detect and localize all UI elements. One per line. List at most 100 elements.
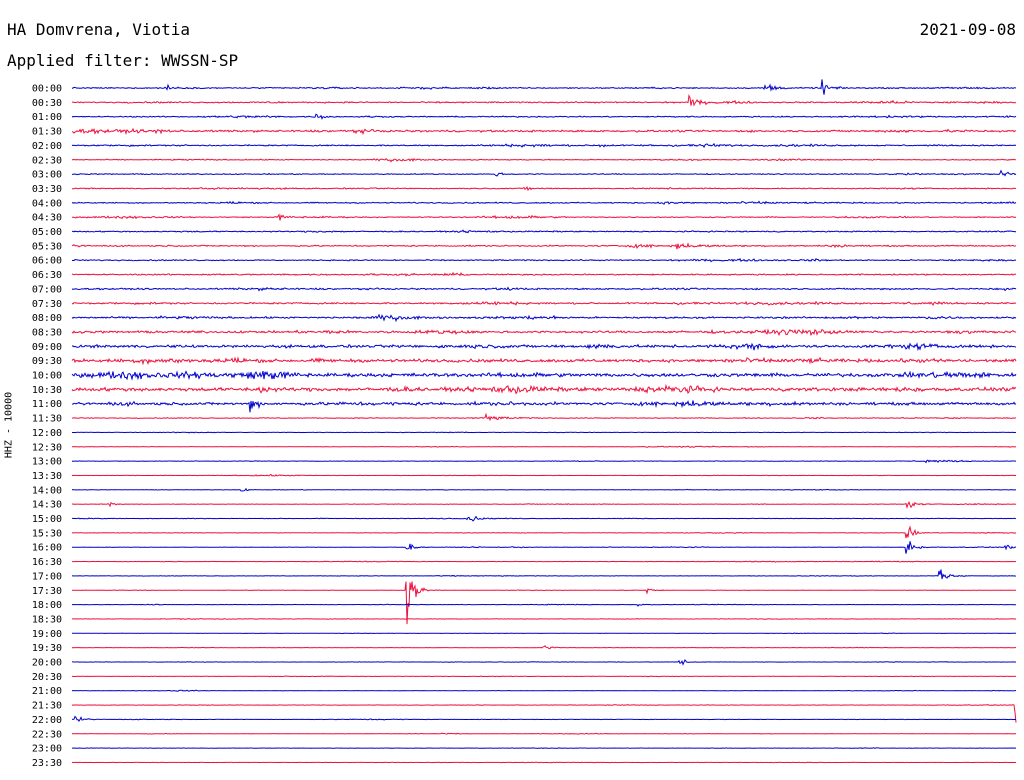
row-time-label: 20:00 <box>32 658 62 669</box>
row-time-label: 06:00 <box>32 256 62 267</box>
row-time-label: 07:00 <box>32 284 62 295</box>
row-time-label: 14:30 <box>32 500 62 511</box>
seismic-trace-0430 <box>71 213 1017 221</box>
seismic-trace-1300 <box>71 459 1017 464</box>
row-time-label: 03:00 <box>32 170 62 181</box>
date-label: 2021-09-08 <box>919 20 1016 39</box>
row-time-label: 22:30 <box>32 729 62 740</box>
row-time-label: 05:00 <box>32 227 62 238</box>
seismic-trace-2330 <box>71 761 1016 764</box>
seismic-trace-1230 <box>72 445 1017 448</box>
seismic-trace-1330 <box>71 473 1017 477</box>
seismic-trace-0530 <box>72 242 1017 250</box>
row-time-label: 01:00 <box>32 112 62 123</box>
row-labels-group: 00:00 00:30 01:00 01:30 02:00 02:30 03:00 03:30… <box>32 84 62 769</box>
row-time-label: 15:30 <box>32 528 62 539</box>
seismic-trace-0030 <box>71 93 1017 107</box>
station-title: HA Domvrena, Viotia <box>7 20 191 39</box>
row-time-label: 14:00 <box>32 485 62 496</box>
seismic-trace-1600 <box>71 541 1017 554</box>
seismic-trace-2100 <box>71 689 1016 692</box>
row-time-label: 00:00 <box>32 84 62 95</box>
row-time-label: 23:30 <box>32 758 62 769</box>
seismic-trace-2230 <box>71 732 1017 735</box>
seismic-trace-2200 <box>71 715 1017 723</box>
row-time-label: 08:30 <box>32 327 62 338</box>
seismic-trace-0930 <box>71 356 1017 366</box>
seismic-trace-0200 <box>71 142 1017 149</box>
row-time-label: 11:30 <box>32 414 62 425</box>
seismic-trace-2130 <box>71 704 1017 723</box>
seismic-trace-1400 <box>71 487 1017 492</box>
seismic-trace-1530 <box>71 525 1017 539</box>
seismic-trace-1130 <box>71 412 1017 422</box>
row-time-label: 07:30 <box>32 299 62 310</box>
row-time-label: 22:00 <box>32 715 62 726</box>
seismic-trace-1430 <box>72 500 1017 509</box>
row-time-label: 16:00 <box>32 543 62 554</box>
row-time-label: 18:00 <box>32 600 62 611</box>
seismic-trace-1100 <box>72 400 1017 413</box>
row-time-label: 08:00 <box>32 313 62 324</box>
row-time-label: 17:00 <box>32 571 62 582</box>
seismic-trace-2030 <box>72 675 1017 678</box>
traces-group <box>71 79 1017 764</box>
seismic-trace-1200 <box>72 431 1017 434</box>
row-time-label: 13:00 <box>32 457 62 468</box>
seismic-trace-1700 <box>71 569 1017 580</box>
row-time-label: 20:30 <box>32 672 62 683</box>
seismic-trace-1900 <box>72 632 1016 635</box>
row-time-label: 12:30 <box>32 442 62 453</box>
seismic-trace-1930 <box>71 645 1017 650</box>
row-time-label: 05:30 <box>32 241 62 252</box>
row-time-label: 10:30 <box>32 385 62 396</box>
row-time-label: 00:30 <box>32 98 62 109</box>
seismic-trace-0330 <box>72 186 1017 192</box>
seismic-trace-0500 <box>71 229 1017 234</box>
seismic-trace-1030 <box>71 383 1017 395</box>
seismic-trace-0000 <box>71 79 1017 95</box>
row-time-label: 02:00 <box>32 141 62 152</box>
row-time-label: 21:30 <box>32 701 62 712</box>
seismic-trace-0230 <box>71 157 1017 163</box>
seismic-trace-2000 <box>71 659 1017 666</box>
row-time-label: 09:00 <box>32 342 62 353</box>
seismic-trace-2300 <box>72 747 1016 749</box>
row-time-label: 18:30 <box>32 614 62 625</box>
seismic-trace-1730 <box>71 581 1016 625</box>
seismic-trace-1500 <box>72 515 1017 522</box>
seismic-trace-0800 <box>71 313 1017 323</box>
row-time-label: 04:30 <box>32 213 62 224</box>
seismic-trace-0300 <box>71 169 1017 177</box>
row-time-label: 17:30 <box>32 586 62 597</box>
row-time-label: 19:30 <box>32 643 62 654</box>
row-time-label: 13:30 <box>32 471 62 482</box>
row-time-label: 12:00 <box>32 428 62 439</box>
seismic-trace-0130 <box>71 127 1016 136</box>
seismic-trace-1630 <box>72 560 1017 563</box>
seismic-trace-0830 <box>71 328 1017 337</box>
seismic-trace-0600 <box>71 257 1017 263</box>
row-time-label: 19:00 <box>32 629 62 640</box>
seismic-trace-0100 <box>71 113 1017 120</box>
row-time-label: 06:30 <box>32 270 62 281</box>
row-time-label: 21:00 <box>32 686 62 697</box>
seismic-trace-1000 <box>71 370 1017 381</box>
seismic-trace-1830 <box>71 618 1017 620</box>
row-time-label: 09:30 <box>32 356 62 367</box>
row-time-label: 01:30 <box>32 127 62 138</box>
row-time-label: 15:00 <box>32 514 62 525</box>
filter-label: Applied filter: WWSSN-SP <box>7 51 239 70</box>
row-time-label: 23:00 <box>32 744 62 755</box>
seismic-trace-0700 <box>71 286 1017 292</box>
row-time-label: 11:00 <box>32 399 62 410</box>
row-time-label: 02:30 <box>32 155 62 166</box>
row-time-label: 04:00 <box>32 198 62 209</box>
seismic-trace-0630 <box>71 271 1017 277</box>
row-time-label: 10:00 <box>32 371 62 382</box>
seismic-trace-0730 <box>71 300 1017 307</box>
seismic-trace-0400 <box>71 200 1017 205</box>
seismic-trace-1800 <box>71 603 1017 607</box>
seismic-trace-0900 <box>71 342 1017 352</box>
